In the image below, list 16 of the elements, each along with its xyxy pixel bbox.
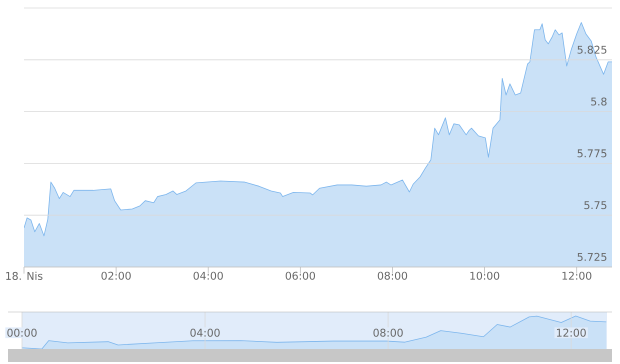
y-tick-label: 5.8 [591, 97, 607, 106]
x-tick-label: 02:00 [101, 272, 131, 280]
x-tick-label: 12:00 [562, 272, 592, 280]
y-tick-label: 5.825 [578, 46, 606, 54]
y-tick-label: 5.725 [578, 252, 606, 261]
y-tick-label: 5.75 [584, 201, 606, 210]
x-tick-label: 04:00 [190, 328, 220, 337]
x-tick-label: 08:00 [373, 328, 403, 337]
y-tick-label: 5.775 [578, 149, 606, 158]
x-tick-label: 04:00 [194, 272, 223, 280]
x-tick-label: 10:00 [470, 272, 500, 280]
x-tick-label: 00:00 [7, 328, 37, 337]
x-tick-label: 18. Nis [6, 272, 42, 280]
x-tick-label: 08:00 [378, 272, 408, 280]
x-tick-label: 06:00 [286, 272, 316, 280]
x-tick-label: 12:00 [556, 328, 586, 337]
